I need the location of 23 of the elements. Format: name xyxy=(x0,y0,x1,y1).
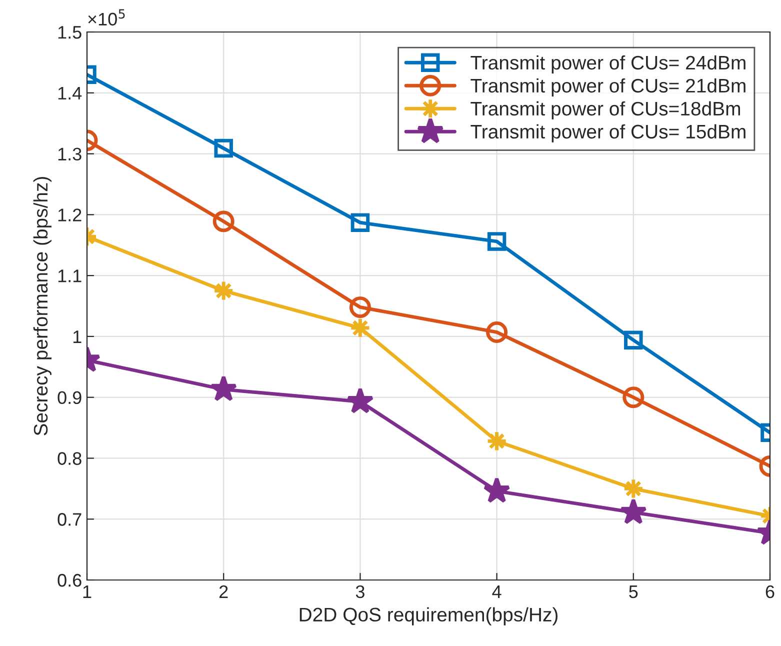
legend-label: Transmit power of CUs= 24dBm xyxy=(470,55,746,74)
legend-label: Transmit power of CUs=18dBm xyxy=(470,101,740,120)
x-tick-label: 1 xyxy=(83,586,92,598)
y-axis-title: Secrecy performance (bps/hz) xyxy=(33,176,52,436)
y-tick-label: 0.9 xyxy=(58,391,82,404)
x-tick-label: 2 xyxy=(219,585,228,598)
text: ×10$^{5}$ xyxy=(88,9,125,26)
y-tick-label: 1.5 xyxy=(58,26,82,39)
y-tick-label: 1 xyxy=(73,330,82,343)
x-tick-label: 5 xyxy=(629,586,638,598)
y-tick-label: 0.7 xyxy=(58,513,82,526)
y-tick-label: 1.1 xyxy=(58,270,82,282)
x-tick-label: 3 xyxy=(356,585,364,598)
legend-label: Transmit power of CUs= 15dBm xyxy=(470,124,746,142)
y-tick-label: 1.2 xyxy=(58,208,82,222)
x-axis-title: D2D QoS requiremen(bps/Hz) xyxy=(300,607,558,626)
y-tick-label: 0.6 xyxy=(58,574,82,587)
y-tick-label: 1.3 xyxy=(58,148,82,160)
y-tick-label: 0.8 xyxy=(58,452,82,465)
legend-label: Transmit power of CUs= 21dBm xyxy=(470,78,746,96)
x-tick-label: 6 xyxy=(766,585,774,598)
y-tick-label: 1.4 xyxy=(58,87,82,100)
x-tick-label: 4 xyxy=(492,586,502,598)
